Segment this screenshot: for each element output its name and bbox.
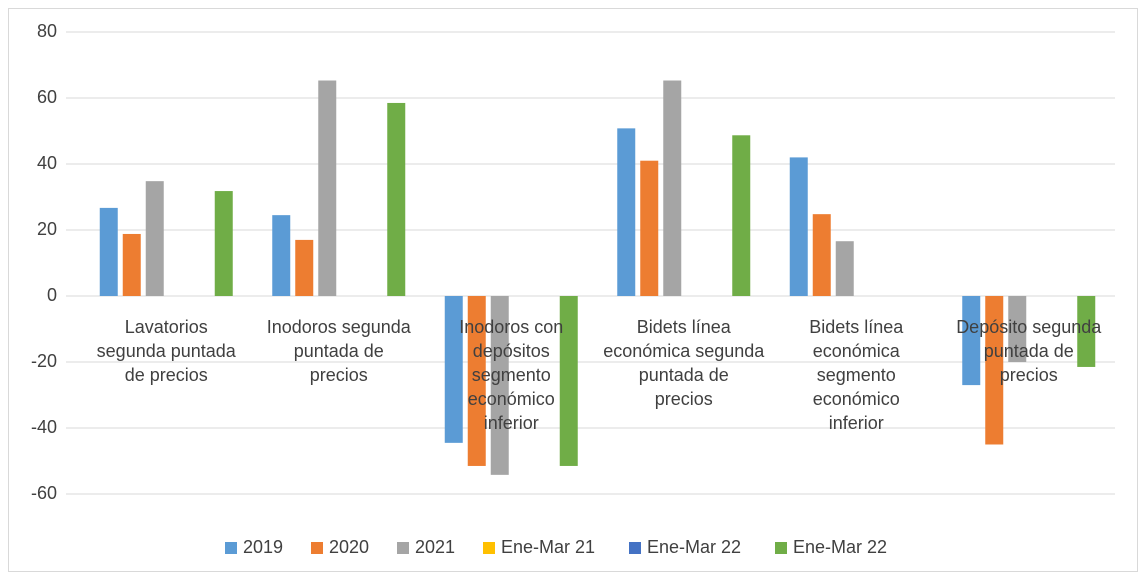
bar: [490, 296, 509, 475]
x-tick-label: Depósito segunda puntada de precios: [956, 317, 1102, 385]
y-tick-label: 60: [37, 87, 57, 107]
bar: [835, 241, 854, 296]
bar: [732, 135, 751, 296]
legend-swatch: [629, 542, 641, 554]
y-tick-label: -60: [31, 483, 57, 503]
x-tick-label: Bidets línea económica segunda puntada de p…: [603, 317, 765, 409]
bar: [122, 233, 141, 296]
y-tick-label: 40: [37, 153, 57, 173]
legend-swatch: [225, 542, 237, 554]
legend-swatch: [397, 542, 409, 554]
bar: [387, 102, 406, 296]
bar: [1077, 296, 1096, 367]
bar: [1008, 296, 1027, 362]
bar: [812, 214, 831, 296]
bar: [145, 181, 164, 296]
legend-label: 2021: [415, 537, 455, 557]
legend-label: Ene-Mar 21: [501, 537, 595, 557]
chart-border: [8, 8, 1138, 572]
bar: [985, 296, 1004, 445]
x-tick-label: Bidets línea económica segmento económico in…: [809, 317, 904, 433]
y-tick-label: 20: [37, 219, 57, 239]
bar: [559, 296, 578, 466]
bar: [99, 207, 118, 296]
bar: [663, 80, 682, 296]
y-tick-label: -20: [31, 351, 57, 371]
legend-label: Ene-Mar 22: [647, 537, 741, 557]
bar: [444, 296, 463, 443]
bar: [962, 296, 981, 386]
legend-swatch: [483, 542, 495, 554]
bar: [467, 296, 486, 466]
legend-label: Ene-Mar 22: [793, 537, 887, 557]
bar: [640, 160, 659, 296]
legend-label: 2020: [329, 537, 369, 557]
bar: [789, 157, 808, 296]
y-tick-label: 0: [47, 285, 57, 305]
bar: [272, 215, 291, 296]
bar: [617, 128, 636, 296]
x-tick-label: Inodoros segunda puntada de precios: [267, 317, 412, 385]
bar: [318, 80, 337, 296]
legend-swatch: [775, 542, 787, 554]
bar: [214, 191, 233, 296]
legend-label: 2019: [243, 537, 283, 557]
x-tick-label: Lavatorios segunda puntada de precios: [97, 317, 237, 385]
bar: [295, 239, 314, 296]
y-tick-label: -40: [31, 417, 57, 437]
x-tick-label: Inodoros con depósitos segmento económico in…: [459, 317, 563, 433]
legend-swatch: [311, 542, 323, 554]
y-tick-label: 80: [37, 21, 57, 41]
